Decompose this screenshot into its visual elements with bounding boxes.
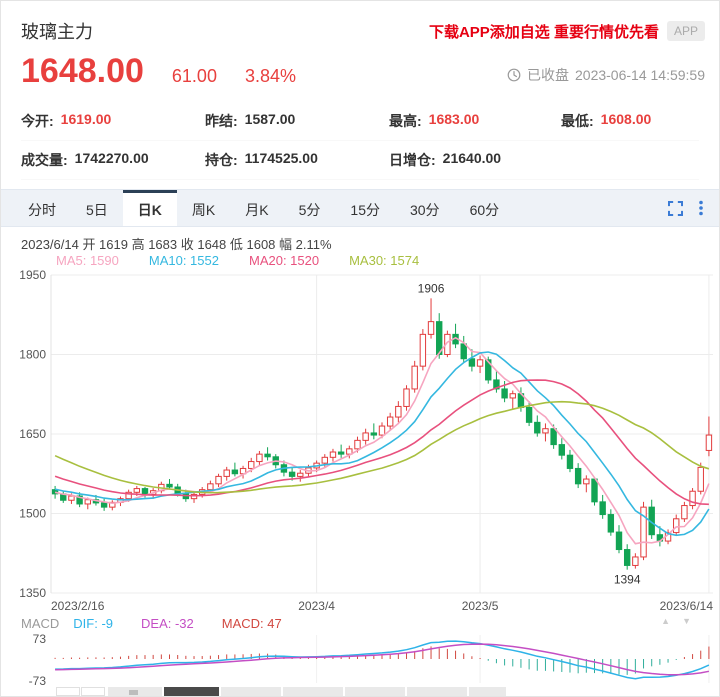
macd-chart[interactable]: 73 -73 [1, 631, 720, 687]
tab-weekly-k[interactable]: 周K [191, 201, 216, 218]
fullscreen-icon[interactable] [668, 200, 683, 216]
price-change-percent: 3.84% [244, 66, 296, 86]
stat-oi-change: 日增仓: 21640.00 [389, 150, 502, 168]
indicator-up-arrow-icon[interactable]: ▲ [661, 616, 671, 626]
period-tabbar: 分时 5日 日K 周K 月K 5分 15分 30分 60分 [1, 189, 719, 227]
x-axis: 2023/2/16 2023/4 2023/5 2023/6/14 [1, 599, 719, 615]
svg-text:1800: 1800 [19, 348, 46, 362]
bottom-partial-table-row[interactable] [1, 687, 719, 696]
macd-legend: MACD DIF: -9 DEA: -32 MACD: 47 ▲ ▼ [1, 615, 719, 631]
tab-minute[interactable]: 分时 [28, 201, 56, 218]
quote-stats: 今开: 1619.00 昨结: 1587.00 最高: 1683.00 最低: 1608… [1, 92, 719, 180]
macd-bar-value: MACD: 47 [221, 615, 282, 631]
indicator-down-arrow-icon[interactable]: ▼ [682, 616, 691, 626]
stat-prev-settle: 昨结: 1587.00 [205, 111, 296, 129]
tab-5day[interactable]: 5日 [86, 201, 108, 218]
stat-open-interest: 持仓: 1174525.00 [205, 150, 318, 168]
tab-5min[interactable]: 5分 [298, 201, 321, 218]
macd-dif-value: DIF: -9 [73, 615, 114, 631]
macd-dea-value: DEA: -32 [141, 615, 194, 631]
price-row: 1648.00 61.00 3.84% 已收盘 2023-06-14 14:59… [1, 44, 719, 92]
svg-text:73: 73 [33, 632, 47, 646]
x-axis-label: 2023/4 [298, 599, 335, 613]
ma10-legend: MA10: 1552 [148, 253, 219, 268]
stat-open: 今开: 1619.00 [21, 111, 112, 129]
quote-timestamp: 2023-06-14 14:59:59 [575, 67, 705, 83]
tab-60min[interactable]: 60分 [469, 201, 500, 218]
ma20-legend: MA20: 1520 [248, 253, 320, 268]
svg-text:1500: 1500 [19, 507, 46, 521]
ma30-legend: MA30: 1574 [349, 253, 420, 268]
stat-low: 最低: 1608.00 [561, 111, 652, 129]
clock-icon [507, 68, 521, 82]
ma5-legend: MA5: 1590 [56, 253, 119, 268]
header: 玻璃主力 下载APP添加自选 重要行情优先看 APP [1, 1, 719, 44]
last-price: 1648.00 [21, 52, 144, 90]
svg-text:-73: -73 [29, 674, 47, 687]
tab-15min[interactable]: 15分 [350, 201, 380, 218]
tab-daily-k[interactable]: 日K [122, 190, 177, 226]
kline-ohlc-readout: 2023/6/14 开 1619 高 1683 收 1648 低 1608 幅 … [21, 237, 332, 252]
svg-text:1394: 1394 [614, 573, 641, 587]
app-badge[interactable]: APP [666, 21, 705, 41]
candlestick-chart[interactable]: 1950 1800 1650 1500 1350 1906 1394 [1, 269, 720, 599]
macd-indicator-name: MACD [21, 615, 60, 631]
svg-text:1906: 1906 [418, 281, 445, 295]
svg-text:1350: 1350 [19, 586, 46, 599]
stat-volume: 成交量: 1742270.00 [21, 150, 149, 168]
download-app-promo-link[interactable]: 下载APP添加自选 重要行情优先看 [428, 23, 659, 41]
market-status: 已收盘 [527, 67, 569, 83]
x-axis-label: 2023/5 [461, 599, 499, 613]
svg-text:1950: 1950 [19, 269, 46, 282]
svg-text:1650: 1650 [19, 427, 46, 441]
tab-monthly-k[interactable]: 月K [245, 201, 269, 218]
x-axis-label: 2023/2/16 [51, 599, 105, 613]
page-title: 玻璃主力 [21, 22, 93, 42]
price-change: 61.00 [171, 66, 217, 86]
x-axis-label: 2023/6/14 [659, 599, 713, 613]
stat-high: 最高: 1683.00 [389, 111, 480, 129]
more-menu-icon[interactable] [699, 200, 703, 216]
ma-legend: MA5: 1590 MA10: 1552 MA20: 1520 MA30: 15… [1, 251, 719, 269]
tab-30min[interactable]: 30分 [409, 201, 440, 218]
